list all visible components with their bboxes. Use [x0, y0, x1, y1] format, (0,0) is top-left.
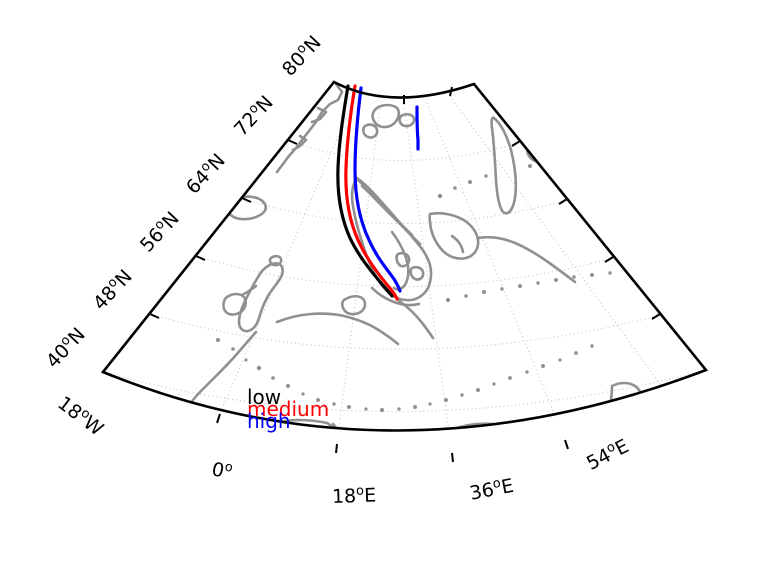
map-frame [100, 80, 709, 432]
trajectory-high [353, 86, 402, 293]
legend-item-low: low [247, 385, 282, 409]
lon-label-18e: 18oE [331, 483, 377, 508]
frame-ticks [102, 81, 661, 463]
legend-item-high: high [247, 409, 291, 433]
trajectory-medium [344, 84, 399, 301]
trajectory-low [336, 84, 394, 298]
trajectory-high-secondary [415, 105, 420, 151]
legend-item-medium: medium [247, 397, 330, 421]
graticule [103, 82, 706, 431]
trajectory-lines [336, 84, 420, 301]
